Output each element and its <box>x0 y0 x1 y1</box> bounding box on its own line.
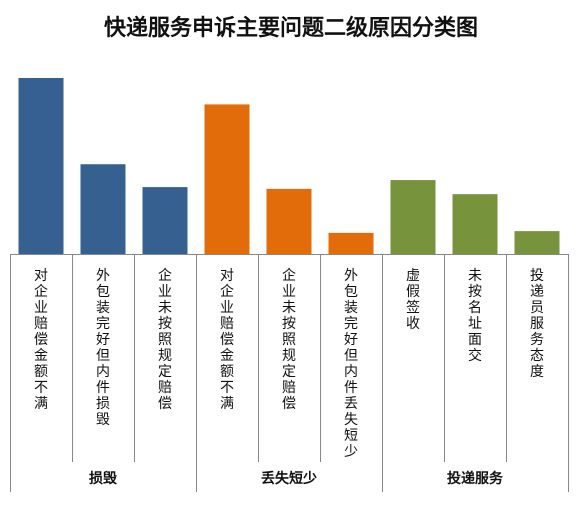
group-label: 损毁 <box>89 471 117 487</box>
bar <box>142 187 188 254</box>
category-label: 对企业赔偿金额不满 <box>220 268 234 412</box>
bar <box>204 104 250 255</box>
bar <box>514 231 560 254</box>
bar <box>18 78 64 254</box>
category-label: 投递员服务态度 <box>530 268 544 380</box>
bar <box>266 188 312 254</box>
category-label: 未按名址面交 <box>468 268 482 364</box>
bar <box>452 194 498 254</box>
group-label: 丢失短少 <box>261 471 317 487</box>
category-label: 对企业赔偿金额不满 <box>34 268 48 412</box>
category-label: 企业未按照规定赔偿 <box>282 268 296 412</box>
category-label: 企业未按照规定赔偿 <box>158 268 172 412</box>
bar <box>328 232 374 254</box>
bar <box>390 180 436 254</box>
bar <box>80 164 126 254</box>
category-label: 外包装完好但内件丢失短少 <box>344 268 358 460</box>
category-label: 虚假签收 <box>406 268 420 332</box>
category-label: 外包装完好但内件损毁 <box>96 268 110 428</box>
chart-title: 快递服务申诉主要问题二级原因分类图 <box>103 15 478 41</box>
group-label: 投递服务 <box>447 471 503 487</box>
